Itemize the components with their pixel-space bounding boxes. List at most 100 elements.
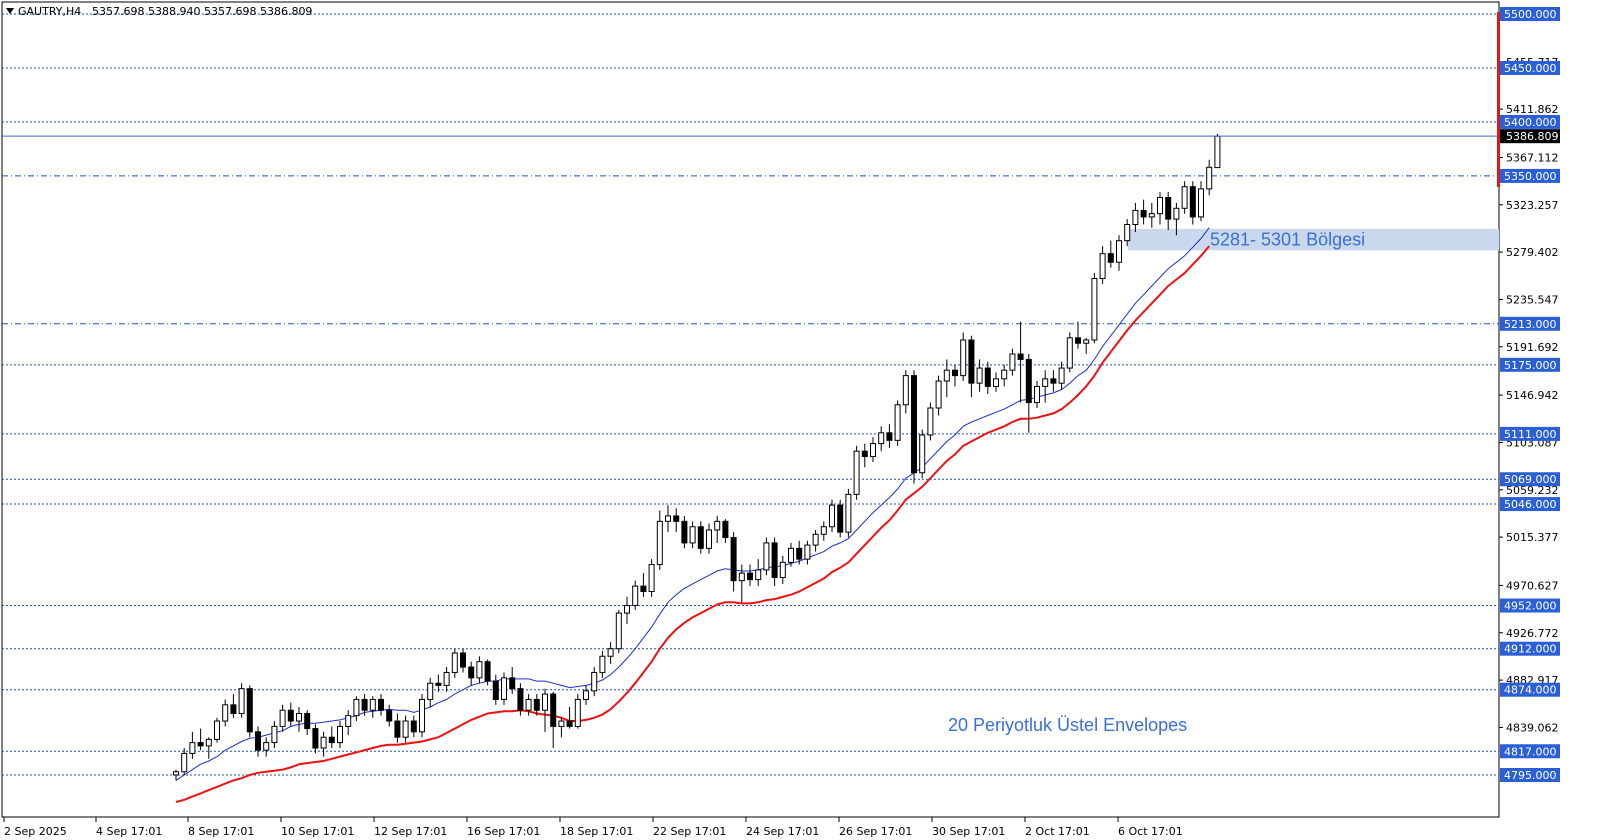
ohlc-values: 5357.698 5388.940 5357.698 5386.809 xyxy=(92,5,312,18)
candle-body xyxy=(1124,223,1131,242)
candle-body xyxy=(968,339,975,384)
candle-body xyxy=(640,585,647,592)
y-tick-label: 5323.257 xyxy=(1506,199,1559,212)
candle-body xyxy=(993,378,999,387)
candle-body xyxy=(1173,207,1180,220)
x-tick-label: 18 Sep 17:01 xyxy=(560,825,633,838)
level-label-bg xyxy=(1500,744,1560,759)
candle-body xyxy=(796,547,803,560)
level-label-bg xyxy=(1500,768,1560,782)
candle-body xyxy=(255,731,261,751)
candle-body xyxy=(656,520,663,566)
candle-body xyxy=(1214,135,1221,169)
x-tick-label: 8 Sep 17:01 xyxy=(188,825,254,838)
candle-body xyxy=(714,520,721,531)
envelope-lower-line xyxy=(175,245,1210,803)
candle-body xyxy=(468,666,475,679)
level-label-bg xyxy=(1500,60,1560,75)
candle-body xyxy=(312,728,319,749)
scale-marker-bar xyxy=(1497,12,1500,187)
candle-body xyxy=(1099,253,1106,279)
candle-body xyxy=(509,677,516,690)
x-tick-label: 4 Sep 17:01 xyxy=(96,825,162,838)
candle-body xyxy=(763,542,770,571)
horizontal-levels xyxy=(2,13,1499,776)
level-label: 5500.000 xyxy=(1504,8,1557,21)
level-label: 4952.000 xyxy=(1504,600,1557,613)
candle-body xyxy=(730,537,737,582)
candle-body xyxy=(304,712,311,730)
candle-body xyxy=(689,526,696,544)
level-label: 5175.000 xyxy=(1504,359,1557,372)
candle-body xyxy=(976,367,983,384)
candle-body xyxy=(558,720,565,727)
level-label-bg xyxy=(1500,357,1560,372)
candle-body xyxy=(287,709,294,722)
candle-body xyxy=(542,693,548,711)
candle-body xyxy=(230,704,237,714)
candle-body xyxy=(1148,213,1155,218)
level-labels: 5500.000 5450.000 5400.000 5350.000 5213.000… xyxy=(1500,7,1560,782)
level-label: 4795.000 xyxy=(1504,769,1557,782)
candle-body xyxy=(1091,277,1098,341)
x-tick-label: 10 Sep 17:01 xyxy=(281,825,354,838)
y-tick-label: 5279.402 xyxy=(1506,246,1559,259)
candle-body xyxy=(533,698,540,711)
candle-body xyxy=(386,709,393,722)
candle-body xyxy=(771,542,778,578)
x-tick-label: 2 Sep 2025 xyxy=(4,825,67,838)
candle-body xyxy=(779,561,786,578)
candle-body xyxy=(271,725,278,744)
candle-body xyxy=(1132,209,1139,225)
candle-body xyxy=(1050,378,1057,384)
candle-body xyxy=(665,515,671,522)
y-tick-label: 4926.772 xyxy=(1506,627,1559,640)
support-zone xyxy=(1128,228,1499,251)
candle-body xyxy=(1198,188,1204,218)
candle-body xyxy=(460,652,466,668)
y-tick-label: 5146.942 xyxy=(1506,389,1559,402)
time-scale: 2 Sep 2025 4 Sep 17:01 8 Sep 17:01 10 Sep 1… xyxy=(3,817,1183,838)
candle-body xyxy=(911,375,917,474)
candle-body xyxy=(402,720,409,738)
x-tick-label: 16 Sep 17:01 xyxy=(467,825,540,838)
candle-body xyxy=(648,564,655,592)
candle-body xyxy=(1042,378,1049,387)
level-label: 4912.000 xyxy=(1504,643,1557,656)
level-label-bg xyxy=(1500,316,1560,331)
candle-body xyxy=(550,693,557,727)
level-label-bg xyxy=(1500,426,1560,441)
candle-body xyxy=(361,698,368,711)
indicator-label: 20 Periyotluk Üstel Envelopes xyxy=(948,715,1187,735)
y-tick-label: 5411.862 xyxy=(1506,103,1559,116)
candle-body xyxy=(410,720,417,733)
candle-body xyxy=(1206,166,1213,190)
candle-body xyxy=(451,652,458,673)
candle-body xyxy=(861,450,868,458)
candle-body xyxy=(615,612,622,650)
candle-body xyxy=(632,585,639,607)
candle-body xyxy=(1009,353,1016,371)
candle-body xyxy=(181,752,188,773)
y-tick-label: 4839.062 xyxy=(1506,721,1559,734)
candle-body xyxy=(1116,240,1122,263)
y-tick-label: 5015.377 xyxy=(1506,531,1559,544)
collapse-triangle-icon[interactable] xyxy=(6,8,14,14)
candle-body xyxy=(238,688,245,714)
candle-body xyxy=(1181,186,1188,209)
candle-body xyxy=(1025,358,1032,404)
candle-body xyxy=(960,339,967,377)
candle-body xyxy=(501,677,507,700)
candle-body xyxy=(492,680,499,700)
candle-body xyxy=(1058,367,1065,384)
candle-body xyxy=(870,443,876,458)
y-tick-label: 5059.232 xyxy=(1506,484,1559,497)
candle-body xyxy=(607,648,614,657)
candle-body xyxy=(853,450,860,495)
candle-body xyxy=(894,404,901,441)
candle-body xyxy=(345,715,352,727)
plot-border xyxy=(1,1,1500,818)
symbol-timeframe: GAUTRY,H4 xyxy=(18,5,81,18)
candle-body xyxy=(943,369,950,382)
